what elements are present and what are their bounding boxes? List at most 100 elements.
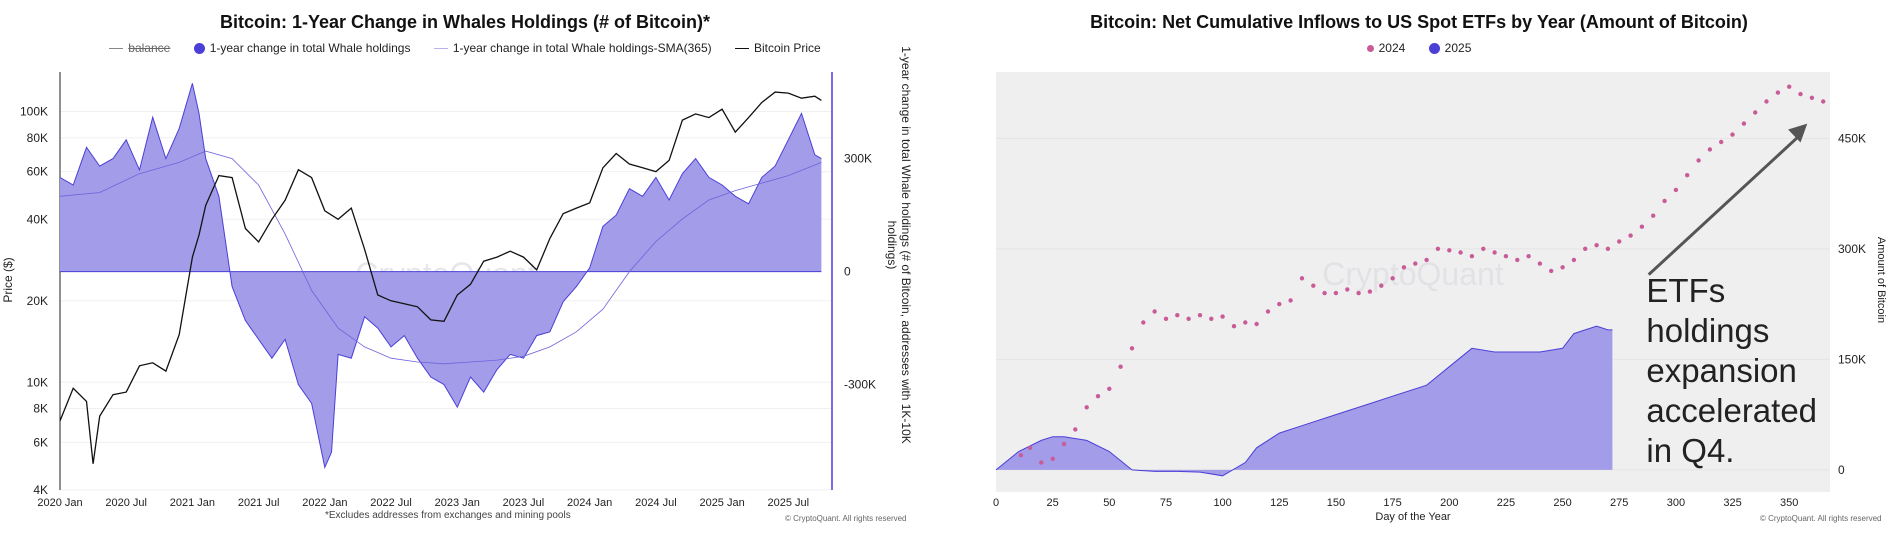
etf-2024-point — [1379, 283, 1384, 288]
etf-2024-point — [1311, 283, 1316, 288]
etf-2024-point — [1435, 246, 1441, 251]
etf-2024-point — [1141, 320, 1146, 325]
whale-sma-line — [59, 150, 822, 365]
left-y-axis-label: Price ($) — [1, 257, 15, 302]
legend-item-2025[interactable]: 2025 — [1428, 41, 1471, 55]
etf-2024-point — [1288, 298, 1293, 303]
etf-2024-point — [1764, 99, 1769, 104]
left-change-tick-label: 0 — [844, 265, 851, 279]
etf-inflows-plot: 450K 300K 150K 0 0 25 50 75 100 125 150 175 200 225 25… — [993, 72, 1887, 523]
left-x-tick-label: 2024 Jul — [635, 497, 677, 509]
legend-swatch-balance — [109, 48, 124, 50]
etf-2024-point — [1662, 198, 1667, 204]
legend-item-bitcoin-price[interactable]: Bitcoin Price — [734, 41, 821, 55]
etf-2024-point — [1707, 147, 1713, 152]
right-x-tick-label: 25 — [1047, 497, 1059, 509]
etf-2024-point — [1639, 224, 1645, 229]
etf-2024-point — [1571, 257, 1577, 263]
etf-2024-point — [1594, 243, 1599, 248]
etf-2024-point — [1265, 309, 1271, 314]
etf-2024-point — [1018, 453, 1024, 458]
etf-2024-point — [1583, 246, 1588, 251]
etf-2024-point — [1821, 99, 1826, 104]
legend-item-balance[interactable]: balance — [109, 41, 170, 55]
etf-2024-point — [1243, 320, 1248, 325]
etf-2024-point — [1617, 239, 1622, 244]
etf-2025-line — [995, 325, 1613, 477]
legend-swatch-whale-change — [193, 43, 205, 55]
right-y-tick-label: 150K — [1838, 352, 1866, 366]
etf-2024-point — [1537, 261, 1543, 266]
etf-2024-point — [1095, 394, 1101, 399]
left-x-tick-label: 2024 Jan — [567, 497, 612, 509]
legend-swatch-bitcoin-price — [734, 48, 749, 50]
left-x-tick-label: 2025 Jan — [699, 497, 744, 509]
whale-holdings-chart-panel: Bitcoin: 1-Year Change in Whales Holding… — [0, 0, 930, 534]
right-x-tick-label: 0 — [993, 497, 999, 509]
left-change-tick-label: 300K — [844, 152, 872, 166]
legend-item-2024[interactable]: 2024 — [1366, 41, 1405, 55]
etf-2024-point — [1787, 84, 1792, 89]
left-legend: balance 1-year change in total Whale hol… — [0, 40, 930, 55]
etf-2024-point — [1469, 254, 1475, 259]
left-x-tick-label: 2020 Jan — [37, 497, 82, 509]
left-x-tick-label: 2023 Jul — [503, 497, 545, 509]
right-x-tick-label: 75 — [1160, 497, 1172, 509]
annotation-text-line: in Q4. — [1646, 432, 1734, 469]
right-x-tick-label: 125 — [1270, 497, 1288, 509]
left-x-tick-label: 2021 Jul — [238, 497, 280, 509]
legend-item-whale-change[interactable]: 1-year change in total Whale holdings — [193, 41, 410, 55]
etf-2024-point — [1798, 91, 1803, 97]
etf-2024-point — [1345, 287, 1350, 292]
whale-change-area — [60, 83, 822, 468]
etf-2024-point — [1061, 441, 1067, 447]
etf-2024-point — [1560, 265, 1565, 270]
left-price-tick-label: 4K — [33, 483, 48, 497]
right-y-axis-label-line2: holdings) — [885, 221, 899, 270]
right-x-tick-label: 350 — [1780, 497, 1798, 509]
etf-2024-point — [1163, 316, 1169, 321]
right-y-axis-label-line1: 1-year change in total Whale holdings (#… — [899, 46, 913, 444]
left-price-tick-label: 8K — [33, 402, 48, 416]
etf-2024-point — [1526, 254, 1531, 259]
left-price-tick-label: 80K — [27, 131, 48, 145]
right-copyright: © CryptoQuant. All rights reserved — [1760, 514, 1882, 523]
etf-2024-point — [1197, 313, 1203, 318]
etf-2024-point — [1549, 268, 1554, 274]
right-y-tick-label: 450K — [1838, 131, 1866, 145]
left-x-tick-label: 2020 Jul — [105, 497, 147, 509]
right-chart-title: Bitcoin: Net Cumulative Inflows to US Sp… — [1090, 12, 1748, 32]
annotation-text-line: holdings — [1646, 312, 1769, 349]
whale-holdings-plot: 100K80K60K40K20K10K8K6K4KCryptoQuant2020… — [1, 46, 913, 509]
left-x-tick-label: 2025 Jul — [768, 497, 810, 509]
etf-2024-point — [1447, 248, 1452, 253]
left-x-tick-label: 2023 Jan — [435, 497, 480, 509]
legend-swatch-2025 — [1428, 43, 1440, 55]
etf-2024-point — [1458, 250, 1463, 255]
left-price-tick-label: 60K — [27, 165, 48, 179]
right-x-tick-label: 50 — [1103, 497, 1115, 509]
etf-2024-point — [1107, 386, 1112, 391]
whale-change-line — [59, 83, 822, 470]
etf-2024-point — [1277, 301, 1282, 307]
right-x-tick-label: 225 — [1497, 497, 1515, 509]
etf-2024-point — [1039, 460, 1044, 465]
left-x-tick-label: 2022 Jul — [370, 497, 412, 509]
left-x-tick-label: 2021 Jan — [170, 497, 215, 509]
right-x-tick-label: 300 — [1667, 497, 1685, 509]
etf-2024-point — [1685, 173, 1690, 178]
etf-2024-point — [1605, 246, 1611, 251]
etf-2024-point — [1481, 246, 1486, 251]
left-x-tick-label: 2022 Jan — [302, 497, 347, 509]
etf-2024-point — [1628, 233, 1633, 238]
etf-2024-point — [1254, 321, 1259, 327]
etf-2024-point — [1424, 257, 1429, 263]
right-x-tick-label: 175 — [1383, 497, 1401, 509]
annotation-arrow-head — [1788, 123, 1808, 143]
etf-2024-point — [1730, 132, 1735, 137]
etf-2024-point — [1322, 290, 1327, 296]
legend-item-whale-sma[interactable]: 1-year change in total Whale holdings-SM… — [433, 41, 712, 55]
etf-2024-point — [1356, 290, 1361, 296]
right-watermark: CryptoQuant — [1322, 256, 1504, 292]
left-change-tick-label: -300K — [844, 378, 876, 392]
